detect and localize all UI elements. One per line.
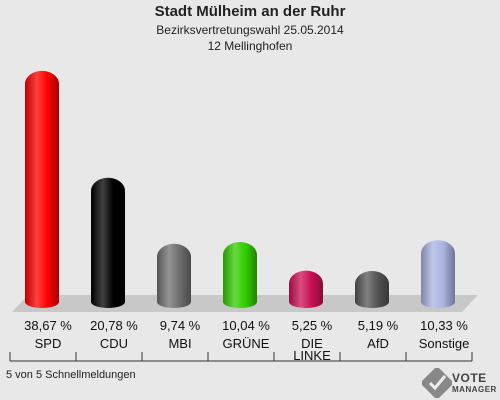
chart-district: 12 Mellinghofen — [207, 39, 293, 53]
bar-grüne — [223, 241, 257, 308]
category-label: GRÜNE — [223, 336, 270, 351]
bar-spd — [25, 70, 59, 308]
logo-line2: MANAGER — [452, 385, 497, 394]
value-label: 10,04 % — [222, 318, 270, 333]
bars-group — [25, 70, 455, 308]
value-label: 10,33 % — [420, 318, 468, 333]
chart-subtitle: Bezirksvertretungswahl 25.05.2014 — [156, 23, 344, 37]
category-label: AfD — [367, 336, 389, 351]
footer-status: 5 von 5 Schnellmeldungen — [6, 369, 136, 381]
logo-line1: VOTE — [452, 371, 487, 385]
value-label: 38,67 % — [24, 318, 72, 333]
category-label: CDU — [100, 336, 128, 351]
bar-sonstige — [421, 240, 455, 308]
value-label: 5,19 % — [358, 318, 399, 333]
category-label: Sonstige — [419, 336, 470, 351]
category-ticks — [9, 352, 473, 362]
category-label: SPD — [35, 336, 62, 351]
value-label: 20,78 % — [90, 318, 138, 333]
category-label: DIE LINKE — [293, 336, 331, 363]
labels-group: 38,67 % SPD 20,78 % CDU 9,74 % MBI 10,04 % GRÜN… — [24, 318, 469, 363]
checkmark-icon — [422, 368, 452, 398]
category-label: MBI — [168, 336, 191, 351]
value-label: 5,25 % — [292, 318, 333, 333]
vote-manager-logo: VOTE MANAGER — [422, 368, 496, 398]
bar-die-linke — [289, 270, 323, 308]
value-label: 9,74 % — [160, 318, 201, 333]
bar-mbi — [157, 243, 191, 308]
chart-title: Stadt Mülheim an der Ruhr — [154, 3, 346, 20]
bar-cdu — [91, 177, 125, 308]
bar-afd — [355, 270, 389, 308]
